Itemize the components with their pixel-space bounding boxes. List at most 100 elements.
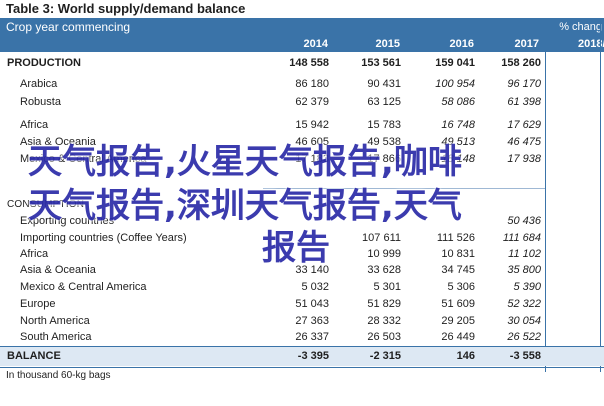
cell-2016: 34 745 <box>441 264 475 276</box>
table-row: Europe 51 043 51 829 51 609 52 322 <box>0 296 604 313</box>
year-header-2016: 2016 <box>449 38 474 50</box>
table-row: Arabica 86 180 90 431 100 954 96 170 <box>0 76 604 93</box>
table-row: Africa 15 942 15 783 16 748 17 629 <box>0 117 604 134</box>
consumption-label: CONSUMPTION <box>7 199 85 210</box>
cell-2015: 17 866 <box>367 153 401 165</box>
cell-2015: 51 829 <box>367 298 401 310</box>
row-label: Europe <box>20 298 56 310</box>
cell-2014: 51 043 <box>295 298 329 310</box>
production-label: PRODUCTION <box>7 57 81 69</box>
balance-shade <box>0 347 604 366</box>
balance-row: BALANCE -3 395 -2 315 146 -3 558 <box>0 348 604 365</box>
cell-2017: 35 800 <box>507 264 541 276</box>
column-divider <box>545 52 546 372</box>
year-header-2017: 2017 <box>514 38 539 50</box>
year-header-2015: 2015 <box>375 38 400 50</box>
right-border <box>600 18 601 372</box>
cell-2017: 17 629 <box>507 119 541 131</box>
production-2014: 148 558 <box>289 57 329 69</box>
cell-2014: 62 379 <box>295 96 329 108</box>
year-header-2018: 2018/ <box>578 38 604 50</box>
cell-2015: 26 503 <box>367 331 401 343</box>
cell-2014: 26 337 <box>295 331 329 343</box>
table-number: Table 3: <box>6 1 55 16</box>
row-label: Mexico & Central America <box>20 281 147 293</box>
cell-2014: 17 183 <box>295 153 329 165</box>
cell-2017: 52 322 <box>507 298 541 310</box>
table-title-text: World supply/demand balance <box>57 1 246 16</box>
cell-2014: 33 140 <box>295 264 329 276</box>
cell-2015: 5 301 <box>373 281 401 293</box>
footnote: In thousand 60-kg bags <box>6 370 111 381</box>
cell-2016: 5 306 <box>447 281 475 293</box>
row-label: Africa <box>20 119 49 131</box>
table-row: Robusta 62 379 63 125 58 086 61 398 <box>0 94 604 111</box>
balance-label: BALANCE <box>7 350 61 362</box>
cell-2015: 90 431 <box>367 78 401 90</box>
cell-2014: 5 032 <box>301 281 329 293</box>
cell-2017: 5 390 <box>513 281 541 293</box>
row-label: Importing countries (Coffee Years) <box>20 232 187 244</box>
balance-top-rule <box>0 346 604 347</box>
balance-2014: -3 395 <box>297 350 329 362</box>
cell-2017: 11 102 <box>508 248 541 260</box>
table-row: Mexico & Central America 5 032 5 301 5 3… <box>0 279 604 296</box>
cell-2016: 18 148 <box>441 153 475 165</box>
cell-2014: 27 363 <box>295 315 329 327</box>
year-header-2014: 2014 <box>303 38 328 50</box>
cell-2015: 49 538 <box>367 136 401 148</box>
cell-2017: 17 938 <box>507 153 541 165</box>
cell-2016: 58 086 <box>441 96 475 108</box>
table-row: Africa 10 999 10 831 11 102 <box>0 246 604 263</box>
cell-2017: 30 054 <box>507 315 541 327</box>
cell-2017: 111 684 <box>502 232 541 244</box>
balance-2015: -2 315 <box>369 350 401 362</box>
production-row: PRODUCTION 148 558 153 561 159 041 158 2… <box>0 55 604 72</box>
row-label: Africa <box>20 248 49 260</box>
table-row: Asia & Oceania 33 140 33 628 34 745 35 8… <box>0 262 604 279</box>
table-row: South America 26 337 26 503 26 449 26 52… <box>0 329 604 346</box>
balance-2016: 146 <box>456 350 475 362</box>
row-label: North America <box>20 315 90 327</box>
header-band: Crop year commencing % chang 2014 2015 2… <box>0 18 604 52</box>
section-divider <box>263 188 545 189</box>
cell-2015: 63 125 <box>367 96 401 108</box>
production-2017: 158 260 <box>501 57 541 69</box>
cell-2016: 51 609 <box>441 298 475 310</box>
balance-bottom-rule <box>0 367 604 368</box>
row-label: Exporting countries <box>20 215 115 227</box>
cell-2017: 61 398 <box>507 96 541 108</box>
consumption-row: CONSUMPTION <box>0 196 604 213</box>
row-label: Arabica <box>20 78 58 90</box>
cell-2017: 96 170 <box>507 78 541 90</box>
cell-2016: 16 748 <box>441 119 475 131</box>
cell-2014: 86 180 <box>295 78 329 90</box>
cell-2015: 33 628 <box>367 264 401 276</box>
production-2016: 159 041 <box>435 57 475 69</box>
cell-2014: 46 605 <box>295 136 329 148</box>
table-title: Table 3: World supply/demand balance <box>0 0 604 18</box>
crop-year-label: Crop year commencing <box>6 20 131 34</box>
cell-2015: 107 611 <box>362 232 401 244</box>
cell-2016: 111 526 <box>436 232 475 244</box>
row-label: Asia & Oceania <box>20 136 96 148</box>
production-2015: 153 561 <box>361 57 401 69</box>
cell-2017: 26 522 <box>507 331 541 343</box>
cell-2016: 49 513 <box>441 136 475 148</box>
row-label: Asia & Oceania <box>20 264 96 276</box>
cell-2015: 15 783 <box>367 119 401 131</box>
cell-2016: 100 954 <box>435 78 475 90</box>
table-row: Mexico & Central America 17 183 17 866 1… <box>0 151 604 168</box>
cell-2017: 46 475 <box>507 136 541 148</box>
cell-2016: 29 205 <box>441 315 475 327</box>
table-row: Asia & Oceania 46 605 49 538 49 513 46 4… <box>0 134 604 151</box>
balance-2017: -3 558 <box>509 350 541 362</box>
table-row: Importing countries (Coffee Years) 107 6… <box>0 230 604 247</box>
cell-2016: 10 831 <box>441 248 475 260</box>
table-row: North America 27 363 28 332 29 205 30 05… <box>0 313 604 330</box>
cell-2014: 15 942 <box>295 119 329 131</box>
percent-change-label: % chang <box>559 21 602 33</box>
table-row: Exporting countries 50 436 <box>0 213 604 230</box>
cell-2015: 10 999 <box>367 248 401 260</box>
cell-2015: 28 332 <box>367 315 401 327</box>
